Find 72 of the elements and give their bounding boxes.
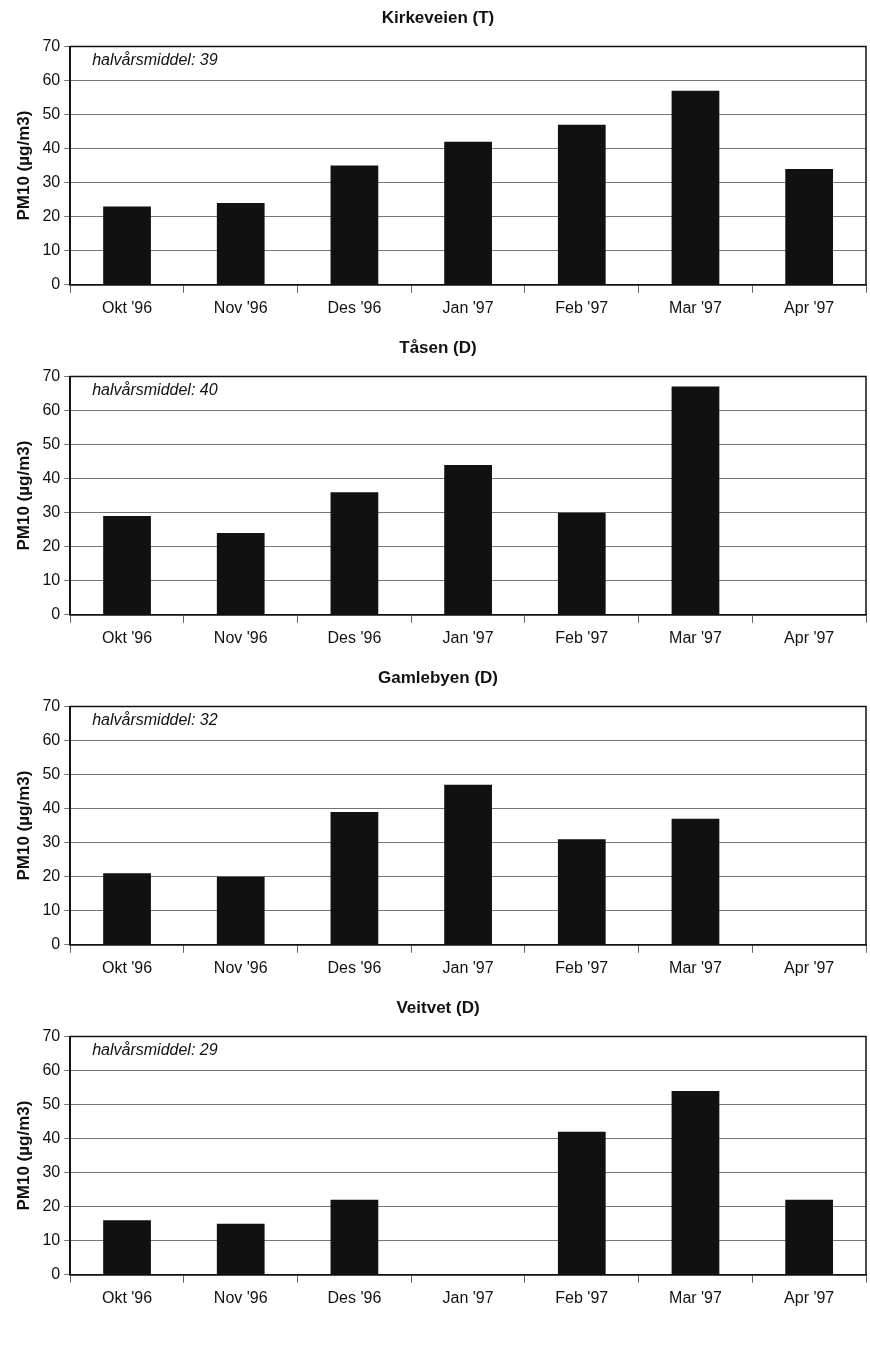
y-tick-label: 40 — [42, 1128, 61, 1146]
y-tick-label: 30 — [42, 833, 61, 851]
y-tick-label: 70 — [42, 1026, 61, 1044]
x-tick-label: Des '96 — [327, 298, 382, 316]
annotation: halvårsmiddel: 40 — [92, 380, 218, 398]
annotation: halvårsmiddel: 32 — [92, 710, 218, 728]
y-tick-label: 60 — [42, 400, 61, 418]
y-tick-label: 70 — [42, 366, 61, 384]
annotation: halvårsmiddel: 39 — [92, 50, 218, 68]
y-tick-label: 60 — [42, 1060, 61, 1078]
y-tick-label: 0 — [51, 275, 61, 293]
x-tick-label: Nov '96 — [213, 298, 268, 316]
y-tick-label: 0 — [51, 605, 61, 623]
x-tick-label: Apr '97 — [784, 298, 835, 316]
y-axis-title: PM10 (µg/m3) — [13, 110, 33, 221]
x-tick-label: Okt '96 — [101, 958, 153, 976]
x-tick-label: Des '96 — [327, 628, 382, 646]
y-tick-label: 20 — [42, 207, 61, 225]
y-tick-label: 40 — [42, 798, 61, 816]
chart-title: Veitvet (D) — [396, 997, 480, 1017]
x-tick-label: Apr '97 — [784, 958, 835, 976]
y-tick-label: 10 — [42, 901, 61, 919]
x-tick-label: Mar '97 — [669, 958, 722, 976]
y-tick-label: 10 — [42, 1231, 61, 1249]
y-tick-label: 0 — [51, 1265, 61, 1283]
y-tick-label: 30 — [42, 173, 61, 191]
y-tick-label: 50 — [42, 764, 61, 782]
y-tick-label: 30 — [42, 503, 61, 521]
y-tick-label: 0 — [51, 935, 61, 953]
x-tick-label: Okt '96 — [101, 628, 153, 646]
chart-title: Kirkeveien (T) — [381, 7, 495, 27]
y-tick-label: 50 — [42, 1094, 61, 1112]
y-tick-label: 70 — [42, 696, 61, 714]
x-tick-label: Jan '97 — [442, 958, 494, 976]
x-tick-label: Jan '97 — [442, 628, 494, 646]
annotation: halvårsmiddel: 29 — [92, 1040, 218, 1058]
x-tick-label: Feb '97 — [555, 298, 609, 316]
y-tick-label: 20 — [42, 1197, 61, 1215]
x-tick-label: Nov '96 — [213, 628, 268, 646]
y-tick-label: 30 — [42, 1163, 61, 1181]
y-tick-label: 60 — [42, 730, 61, 748]
y-tick-label: 40 — [42, 138, 61, 156]
y-axis-title: PM10 (µg/m3) — [13, 440, 33, 551]
y-tick-label: 10 — [42, 241, 61, 259]
x-tick-label: Apr '97 — [784, 628, 835, 646]
y-tick-label: 70 — [42, 36, 61, 54]
y-tick-label: 10 — [42, 571, 61, 589]
x-tick-label: Mar '97 — [669, 1288, 722, 1306]
x-tick-label: Apr '97 — [784, 1288, 835, 1306]
x-tick-label: Okt '96 — [101, 298, 153, 316]
y-tick-label: 60 — [42, 70, 61, 88]
y-tick-label: 50 — [42, 104, 61, 122]
x-tick-label: Mar '97 — [669, 298, 722, 316]
y-tick-label: 50 — [42, 434, 61, 452]
x-tick-label: Feb '97 — [555, 628, 609, 646]
x-tick-label: Okt '96 — [101, 1288, 153, 1306]
x-tick-label: Jan '97 — [442, 1288, 494, 1306]
x-tick-label: Nov '96 — [213, 958, 268, 976]
y-tick-label: 20 — [42, 537, 61, 555]
x-tick-label: Des '96 — [327, 1288, 382, 1306]
x-tick-label: Jan '97 — [442, 298, 494, 316]
y-axis-title: PM10 (µg/m3) — [13, 1100, 33, 1211]
chart-title: Tåsen (D) — [399, 337, 477, 357]
x-tick-label: Nov '96 — [213, 1288, 268, 1306]
y-axis-title: PM10 (µg/m3) — [13, 770, 33, 881]
x-tick-label: Mar '97 — [669, 628, 722, 646]
x-tick-label: Feb '97 — [555, 1288, 609, 1306]
chart-title: Gamlebyen (D) — [378, 667, 498, 687]
y-tick-label: 40 — [42, 468, 61, 486]
x-tick-label: Feb '97 — [555, 958, 609, 976]
x-tick-label: Des '96 — [327, 958, 382, 976]
y-tick-label: 20 — [42, 867, 61, 885]
